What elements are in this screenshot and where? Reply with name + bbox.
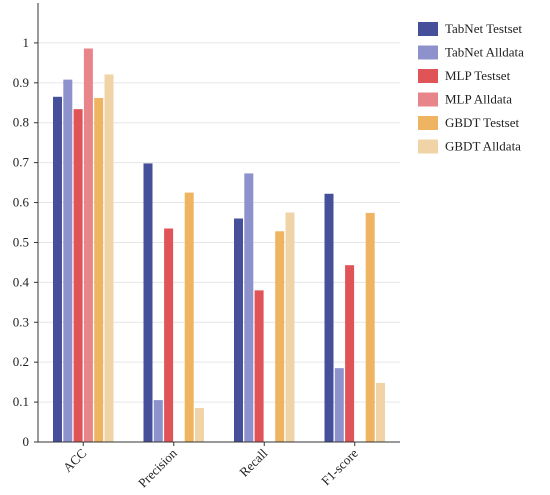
- bar-gbdt-alldata-recall: [285, 212, 295, 442]
- legend-swatch: [418, 139, 438, 154]
- bar-tabnet-alldata-recall: [244, 173, 254, 442]
- bar-gbdt-alldata-acc: [104, 74, 114, 442]
- bar-tabnet-alldata-precision: [153, 400, 163, 442]
- y-tick-label: 0.2: [13, 354, 29, 369]
- x-tick-label: Recall: [236, 445, 270, 479]
- bar-tabnet-testset-recall: [234, 218, 243, 442]
- legend-label: MLP Alldata: [445, 92, 512, 107]
- bar-gbdt-alldata-f1-score: [376, 382, 385, 442]
- bar-gbdt-testset-f1-score: [365, 212, 375, 442]
- x-tick-label: F1-score: [318, 445, 361, 488]
- y-tick-label: 0: [23, 434, 30, 449]
- y-tick-label: 0.9: [13, 75, 29, 90]
- legend-swatch: [418, 92, 438, 107]
- bar-gbdt-alldata-precision: [195, 408, 204, 442]
- legend-label: GBDT Alldata: [445, 139, 521, 154]
- bar-mlp-testset-f1-score: [345, 265, 355, 442]
- bar-tabnet-testset-precision: [143, 163, 153, 442]
- legend-swatch: [418, 116, 438, 130]
- bar-tabnet-testset-f1-score: [324, 193, 334, 442]
- legend-label: GBDT Testset: [445, 115, 519, 130]
- y-tick-label: 0.1: [13, 394, 29, 409]
- x-tick-label: ACC: [60, 446, 90, 476]
- y-tick-label: 1: [23, 35, 30, 50]
- legend: TabNet Testset TabNet Alldata MLP Testset M…: [418, 21, 524, 154]
- bar-gbdt-testset-precision: [184, 192, 194, 442]
- x-tick-label: Precision: [135, 445, 180, 490]
- bar-tabnet-testset-acc: [53, 96, 62, 442]
- bar-mlp-testset-acc: [73, 109, 83, 442]
- legend-label: MLP Testset: [445, 68, 511, 83]
- legend-swatch: [418, 45, 438, 60]
- y-tick-label: 0.8: [13, 115, 29, 130]
- y-tick-label: 0.6: [13, 195, 30, 210]
- y-axis: 0 0.1 0.2 0.3 0.4 0.5 0.6 0.7 0.8 0.9 1: [13, 3, 39, 449]
- y-tick-label: 0.7: [13, 155, 30, 170]
- y-tick-label: 0.4: [13, 274, 30, 289]
- bar-tabnet-alldata-acc: [63, 79, 73, 442]
- legend-label: TabNet Alldata: [445, 45, 524, 60]
- bar-mlp-testset-recall: [254, 290, 264, 442]
- bar-gbdt-testset-recall: [275, 231, 285, 442]
- bar-mlp-testset-precision: [164, 228, 174, 442]
- legend-swatch: [418, 69, 438, 83]
- legend-swatch: [418, 22, 438, 36]
- y-tick-label: 0.5: [13, 234, 29, 249]
- x-axis: ACC Precision Recall F1-score: [38, 441, 400, 490]
- bars: [53, 48, 385, 442]
- bar-gbdt-testset-acc: [94, 97, 104, 442]
- bar-mlp-alldata-acc: [83, 48, 93, 442]
- y-tick-label: 0.3: [13, 314, 29, 329]
- bar-tabnet-alldata-f1-score: [334, 368, 344, 442]
- legend-label: TabNet Testset: [445, 21, 522, 36]
